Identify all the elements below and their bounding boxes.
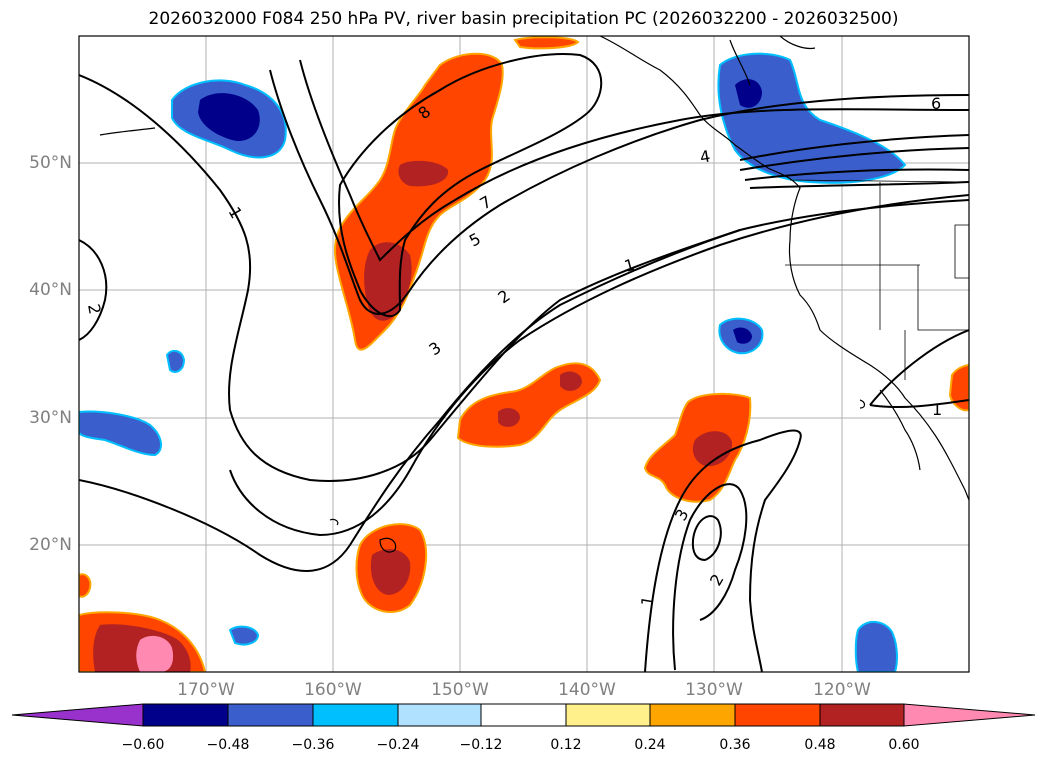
colorbar bbox=[11, 703, 1036, 727]
contour-1-east-b bbox=[869, 399, 969, 409]
map-title: 2026032000 F084 250 hPa PV, river basin … bbox=[148, 9, 899, 29]
contour-4 bbox=[299, 59, 969, 262]
colorbar-segment bbox=[312, 703, 399, 727]
colorbar-tick-label: −0.36 bbox=[291, 737, 335, 753]
colorbar-segment bbox=[734, 703, 821, 727]
pv-contours bbox=[79, 53, 969, 672]
contour-label: 2 bbox=[706, 571, 728, 589]
colorbar-segment bbox=[397, 703, 482, 727]
precip-area-red-east-central bbox=[692, 431, 733, 467]
colorbar-tick-label: 0.24 bbox=[634, 737, 666, 753]
contour-6b bbox=[739, 134, 969, 161]
coastlines bbox=[99, 36, 969, 553]
precip-area-darkblue-gulf-alaska bbox=[198, 93, 260, 141]
precip-area-pink-southwest bbox=[136, 635, 174, 672]
contour-2 bbox=[79, 229, 741, 572]
positive-precip-areas bbox=[79, 36, 969, 672]
colorbar-tick-label: 0.36 bbox=[719, 737, 751, 753]
contour-label: 1 bbox=[637, 594, 657, 607]
negative-precip-areas bbox=[79, 52, 907, 672]
contour-label: 1 bbox=[932, 400, 942, 419]
contour-5b bbox=[744, 168, 969, 181]
colorbar-tick-label: −0.24 bbox=[376, 737, 420, 753]
colorbar-extend-high bbox=[903, 703, 1036, 727]
colorbar-tick-label: 0.12 bbox=[550, 737, 582, 753]
precip-area-red-main-band bbox=[364, 242, 412, 321]
colorbar-tick-label: 0.48 bbox=[804, 737, 836, 753]
colorbar-segment bbox=[819, 703, 905, 727]
contour-7-and-8 bbox=[338, 53, 603, 317]
colorbar-segment bbox=[565, 703, 651, 727]
precip-area-red-hawaii bbox=[370, 549, 411, 595]
contour-label: 2 bbox=[84, 302, 104, 315]
contour-label: 3 bbox=[425, 338, 444, 359]
colorbar-tick-label: −0.48 bbox=[206, 737, 250, 753]
state-borders bbox=[785, 179, 969, 380]
precip-area-orange-main-band bbox=[334, 52, 504, 351]
precip-area-blue-baja bbox=[854, 621, 898, 672]
colorbar-tick-label: −0.12 bbox=[459, 737, 503, 753]
lat-label: 30°N bbox=[29, 408, 72, 428]
lat-label: 20°N bbox=[29, 535, 72, 555]
precip-area-red-central-2 bbox=[560, 371, 582, 391]
contour-label: 4 bbox=[698, 146, 711, 166]
precip-area-red-central-1 bbox=[498, 408, 520, 427]
contour-low-inner bbox=[672, 483, 748, 671]
precip-area-blue-pacific-northwest bbox=[717, 52, 907, 184]
colorbar-tick-label: −0.60 bbox=[121, 737, 165, 753]
colorbar-extend-low bbox=[11, 703, 144, 727]
lon-label: 150°W bbox=[431, 680, 489, 700]
precip-area-blue-west-pacific bbox=[79, 410, 162, 457]
contour-label: 1 bbox=[622, 255, 637, 276]
colorbar-tick-label: 0.60 bbox=[888, 737, 920, 753]
contour-1-east bbox=[869, 329, 969, 406]
lon-label: 170°W bbox=[177, 680, 235, 700]
contour-3 bbox=[229, 194, 969, 537]
precip-area-darkblue-pacific-northwest bbox=[735, 79, 762, 108]
lat-label: 40°N bbox=[29, 280, 72, 300]
contour-4b bbox=[749, 181, 969, 189]
contour-low-center bbox=[644, 429, 802, 672]
contour-label: 6 bbox=[931, 94, 941, 113]
contour-6 bbox=[739, 147, 969, 171]
precip-area-blue-small-1 bbox=[165, 349, 186, 373]
colorbar-segment bbox=[227, 703, 314, 727]
precip-area-orange-small-west bbox=[79, 573, 92, 598]
lat-label: 50°N bbox=[29, 153, 72, 173]
contour-5 bbox=[269, 69, 969, 315]
lon-label: 130°W bbox=[685, 680, 743, 700]
gridlines bbox=[79, 36, 969, 672]
colorbar-segment bbox=[649, 703, 736, 727]
lon-label: 140°W bbox=[558, 680, 616, 700]
contour-label: 5 bbox=[466, 229, 484, 251]
lon-label: 120°W bbox=[813, 680, 871, 700]
colorbar-segment bbox=[142, 703, 229, 727]
lon-label: 160°W bbox=[304, 680, 362, 700]
precip-area-darkblue-offshore-ca bbox=[733, 327, 752, 344]
precip-area-blue-small-2 bbox=[228, 625, 260, 646]
precip-area-orange-north-edge bbox=[513, 36, 580, 50]
contour-label: 2 bbox=[494, 286, 513, 307]
contour-2-west bbox=[79, 239, 108, 341]
map-frame bbox=[78, 35, 970, 673]
colorbar-segment bbox=[480, 703, 567, 727]
contour-label: 1 bbox=[225, 204, 247, 222]
precip-area-orange-baja bbox=[948, 363, 969, 412]
contour-low-core bbox=[691, 515, 722, 562]
precip-area-red-main-band-north bbox=[398, 160, 449, 187]
